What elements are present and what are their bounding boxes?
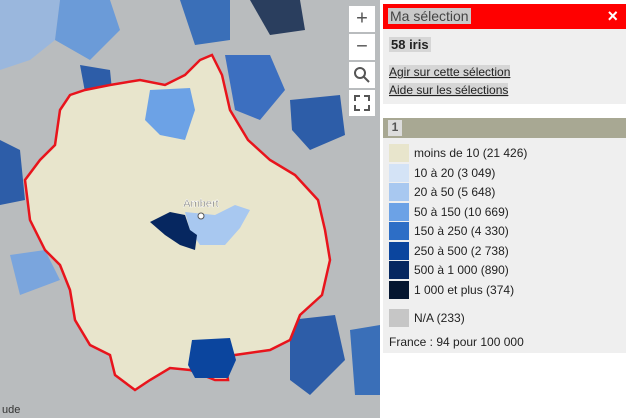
- region: [0, 0, 60, 70]
- region: [290, 315, 345, 395]
- legend-item: moins de 10 (21 426): [389, 144, 527, 162]
- legend-item: N/A (233): [389, 309, 465, 327]
- legend-label: 150 à 250 (4 330): [414, 224, 509, 238]
- legend-item: 50 à 150 (10 669): [389, 202, 509, 221]
- region: [10, 250, 60, 295]
- legend-note: France : 94 pour 100 000: [389, 335, 524, 349]
- link[interactable]: Aide sur les sélections: [389, 83, 509, 97]
- legend-label: 50 à 150 (10 669): [414, 204, 509, 219]
- legend-swatch: [389, 241, 409, 260]
- legend-label: moins de 10 (21 426): [414, 146, 528, 160]
- selection-title: Ma sélection: [388, 8, 471, 24]
- region: [150, 212, 197, 250]
- selection-header: Ma sélection ×: [383, 4, 626, 29]
- close-button[interactable]: ×: [607, 6, 618, 26]
- legend-item: 250 à 500 (2 738): [389, 241, 509, 260]
- legend-panel: 1 moins de 10 (21 426) 10 à 20 (3 049) 20 …: [383, 118, 626, 353]
- zoom-in-button[interactable]: [349, 6, 375, 32]
- region: [250, 0, 305, 35]
- region: [180, 0, 230, 45]
- search-icon: [363, 76, 370, 83]
- legend-swatch: [389, 280, 409, 299]
- region: [225, 55, 285, 120]
- legend-header: 1: [383, 118, 626, 138]
- selection-panel: Ma sélection × 58 iris Agir sur cette sé…: [383, 4, 626, 104]
- region: [55, 0, 120, 60]
- legend-item: 500 à 1 000 (890): [389, 261, 509, 279]
- zoom-in[interactable]: +: [356, 7, 368, 29]
- legend-item: 150 à 250 (4 330): [389, 222, 509, 240]
- zoom-out[interactable]: −: [356, 35, 368, 57]
- place-label: Ambert: [183, 198, 218, 210]
- legend-swatch: [389, 163, 409, 182]
- legend-swatch: [389, 202, 409, 221]
- legend-tab[interactable]: 1: [388, 120, 402, 136]
- link[interactable]: Agir sur cette sélection: [389, 65, 511, 79]
- legend-swatch: [389, 261, 409, 279]
- region: [188, 338, 236, 378]
- place-marker: [197, 212, 205, 220]
- region: [0, 140, 25, 205]
- zoom-out-button[interactable]: [349, 34, 375, 60]
- legend-label: 1 000 et plus (374): [414, 282, 515, 297]
- map: Ambert ude + −: [0, 0, 380, 418]
- attribution: ude: [2, 404, 20, 416]
- legend-swatch: [389, 183, 409, 201]
- legend-label: 250 à 500 (2 738): [414, 243, 509, 258]
- fullscreen-icon: [354, 95, 370, 111]
- legend-item: 10 à 20 (3 049): [389, 163, 496, 182]
- map-controls: + −: [349, 6, 375, 116]
- selection-count: 58 iris: [389, 37, 431, 52]
- search-icon: [354, 67, 366, 79]
- legend-label: 500 à 1 000 (890): [414, 263, 509, 277]
- legend-item: 1 000 et plus (374): [389, 280, 515, 299]
- region: [350, 325, 380, 395]
- region: [290, 95, 345, 150]
- fullscreen-button[interactable]: [349, 90, 375, 116]
- legend-swatch: [389, 222, 409, 240]
- legend-item: 20 à 50 (5 648): [389, 183, 495, 201]
- search-button[interactable]: [349, 62, 375, 88]
- legend-label: 10 à 20 (3 049): [414, 165, 496, 180]
- legend-label: 20 à 50 (5 648): [414, 185, 496, 199]
- region: [145, 88, 195, 140]
- legend-swatch: [389, 144, 409, 162]
- legend-swatch: [389, 309, 409, 327]
- legend-label: N/A (233): [414, 311, 465, 325]
